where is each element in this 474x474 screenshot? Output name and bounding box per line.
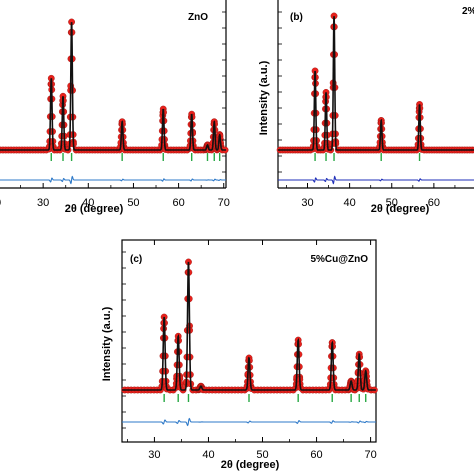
panel-b: 30 40 50 60 (b) 2% Intensity (a.u.) 2θ (deg… <box>258 0 474 215</box>
panel-b-xtick-label: 60 <box>428 197 440 209</box>
panel-a-ticks: 0 30 40 50 60 70 <box>0 11 230 209</box>
panel-b-calculated-line <box>278 16 474 151</box>
panel-a-calculated-line <box>0 22 226 151</box>
panel-a-plot <box>0 18 229 185</box>
panel-b-panel-label: (b) <box>290 12 303 23</box>
panel-a-difference-line <box>0 175 226 185</box>
panel-c-xtick-label: 30 <box>148 449 160 461</box>
panel-c-calculated-line <box>122 261 376 391</box>
panel-c-frame <box>121 239 377 443</box>
panel-c-xtick-label: 70 <box>364 449 376 461</box>
panel-a-xtick-label: 0 <box>0 197 1 209</box>
panel-c-ticks: 30 40 50 60 70 <box>122 240 377 461</box>
panel-b-xlabel: 2θ (degree) <box>371 203 430 215</box>
panel-c-plot <box>121 258 378 427</box>
panel-c-sample-label: 5%Cu@ZnO <box>310 254 368 265</box>
panel-a-xtick-label: 50 <box>127 197 139 209</box>
panel-c-xtick-label: 60 <box>310 449 322 461</box>
panel-b-plot <box>276 12 474 185</box>
panel-b-difference-line <box>278 175 474 185</box>
panel-c-xlabel: 2θ (degree) <box>221 459 280 471</box>
panel-b-xtick-label: 30 <box>301 197 313 209</box>
panel-c-difference-line <box>122 417 376 427</box>
panel-b-sample-label: 2% <box>462 6 474 17</box>
panel-a: 0 30 40 50 60 70 ZnO 2θ (degree) <box>0 0 230 215</box>
panel-c-xtick-label: 40 <box>202 449 214 461</box>
panel-b-ylabel: Intensity (a.u.) <box>258 60 270 135</box>
panel-c-xtick-label: 50 <box>256 449 268 461</box>
panel-a-sample-label: ZnO <box>188 12 208 23</box>
panel-b-xtick-label: 40 <box>343 197 355 209</box>
panel-a-xtick-label: 30 <box>37 197 49 209</box>
panel-b-xtick-label: 50 <box>386 197 398 209</box>
panel-b-ticks: 30 40 50 60 <box>278 11 456 209</box>
panel-a-xtick-label: 40 <box>82 197 94 209</box>
panel-c: 30 40 50 60 70 (c) 5%Cu@ZnO Intensity (a.u.)… <box>101 239 378 471</box>
panel-c-ylabel: Intensity (a.u.) <box>101 306 113 381</box>
panel-a-xlabel: 2θ (degree) <box>65 203 124 215</box>
panel-a-xtick-label: 60 <box>172 197 184 209</box>
panel-c-panel-label: (c) <box>130 254 142 265</box>
panel-a-xtick-label: 70 <box>218 197 230 209</box>
